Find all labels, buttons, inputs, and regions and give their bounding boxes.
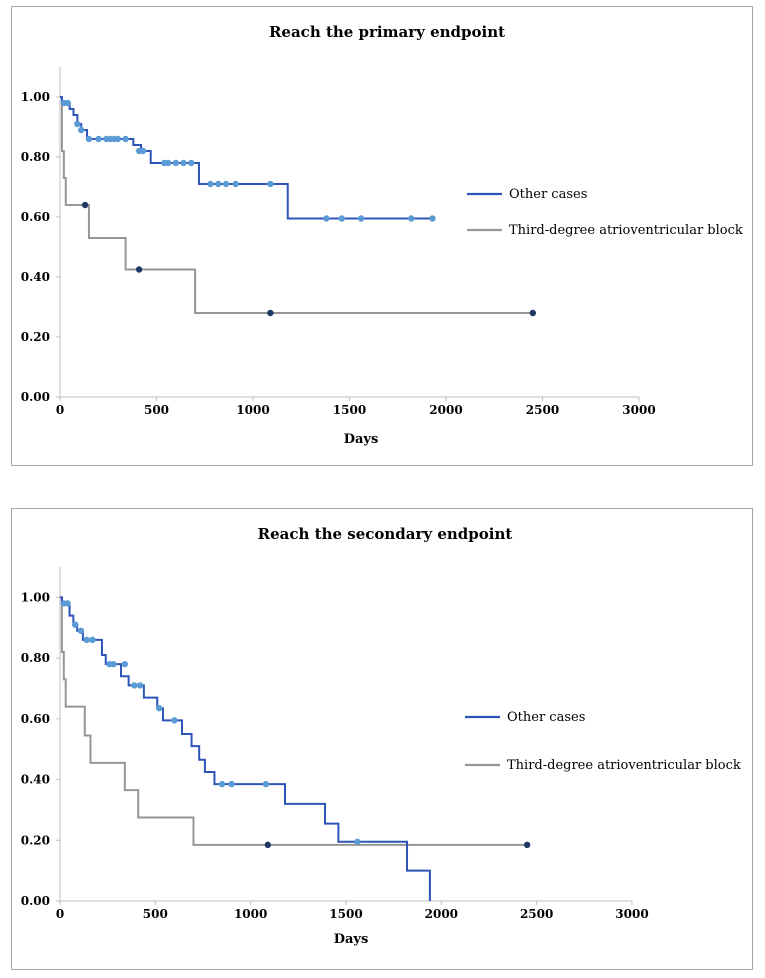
censor-marker: [218, 780, 226, 788]
x-tick-label: 3000: [615, 907, 648, 921]
x-tick-label: 500: [143, 907, 168, 921]
censor-marker: [64, 99, 71, 107]
x-tick-label: 1000: [236, 403, 269, 417]
y-tick-label: 0.40: [21, 270, 50, 284]
legend-label-other-cases: Other cases: [507, 710, 585, 725]
censor-marker: [72, 621, 79, 628]
censor-marker: [110, 660, 117, 668]
chart-title: Reach the primary endpoint: [269, 23, 505, 41]
x-axis-label: Days: [334, 932, 369, 947]
censor-marker: [135, 266, 143, 273]
x-tick-label: 2000: [425, 907, 458, 921]
censor-marker: [408, 215, 415, 222]
y-tick-label: 0.60: [21, 210, 50, 224]
censor-marker: [180, 159, 187, 167]
censor-marker: [264, 841, 272, 849]
censor-marker: [77, 627, 85, 634]
x-tick-label: 500: [144, 403, 169, 417]
y-tick-label: 1.00: [21, 90, 50, 104]
legend: Other cases Third-degree atrioventricula…: [467, 187, 743, 238]
y-tick-label: 0.20: [21, 833, 50, 847]
censor-marker: [529, 309, 537, 317]
primary-endpoint-chart: 0.00 0.20 0.40 0.60 0.80 1.00 0 500 1000 1500 2000…: [21, 23, 743, 447]
plot-area: 0.00 0.20 0.40 0.60 0.80 1.00 0 500 1000 1500 2000…: [21, 67, 656, 417]
censor-marker: [95, 135, 102, 143]
censor-marker: [267, 180, 274, 188]
censor-marker: [262, 780, 270, 788]
legend: Other cases Third-degree atrioventricula…: [465, 710, 741, 773]
legend-label-third-degree-av-block: Third-degree atrioventricular block: [509, 223, 743, 238]
x-tick-label: 1500: [329, 907, 362, 921]
secondary-endpoint-chart-panel: 0.00 0.20 0.40 0.60 0.80 1.00 0 500 1000 1500 2000…: [11, 508, 753, 970]
x-tick-label: 1000: [234, 907, 267, 921]
censor-marker: [74, 120, 81, 128]
censor-marker: [172, 159, 179, 167]
y-tick-label: 0.00: [21, 894, 50, 908]
censor-marker: [139, 147, 147, 155]
y-tick-label: 0.20: [21, 330, 50, 344]
censor-marker: [523, 841, 531, 849]
censor-marker: [228, 780, 235, 788]
y-tick-label: 0.80: [21, 150, 50, 164]
plot-area: 0.00 0.20 0.40 0.60 0.80 1.00 0 500 1000 1500 2000…: [21, 567, 649, 921]
censor-marker: [354, 838, 361, 845]
x-tick-label: 2500: [526, 403, 559, 417]
censor-marker: [83, 636, 90, 644]
y-tick-label: 0.00: [21, 390, 50, 404]
censor-marker: [155, 704, 163, 712]
x-tick-label: 0: [56, 403, 64, 417]
censor-marker: [357, 215, 365, 222]
x-tick-label: 2500: [520, 907, 553, 921]
y-tick-label: 0.80: [21, 651, 50, 665]
y-tick-label: 0.40: [21, 773, 50, 787]
x-axis-label: Days: [344, 432, 379, 447]
x-tick-label: 0: [56, 907, 64, 921]
censor-marker: [232, 180, 239, 188]
legend-label-other-cases: Other cases: [509, 187, 587, 202]
censor-marker: [131, 682, 138, 689]
chart-title: Reach the secondary endpoint: [258, 525, 513, 543]
censor-marker: [121, 660, 129, 668]
censor-marker: [338, 215, 345, 222]
censor-marker: [207, 180, 214, 188]
series-line-other-cases: [60, 96, 435, 220]
censor-marker: [164, 159, 172, 167]
legend-label-third-degree-av-block: Third-degree atrioventricular block: [507, 758, 741, 773]
series-line-other-cases: [60, 596, 431, 901]
y-tick-label: 1.00: [21, 590, 50, 604]
series-line-third-degree-av-block: [60, 596, 530, 846]
censor-marker: [78, 126, 85, 134]
y-tick-label: 0.60: [21, 712, 50, 726]
censor-marker: [323, 215, 330, 222]
censor-marker: [114, 135, 122, 143]
censor-marker: [85, 135, 93, 143]
censor-marker: [215, 180, 222, 188]
censor-marker: [222, 180, 230, 188]
censor-marker: [171, 717, 178, 724]
x-tick-label: 1500: [333, 403, 366, 417]
series-line-third-degree-av-block: [60, 96, 535, 314]
x-tick-label: 2000: [429, 403, 462, 417]
censor-marker: [188, 159, 195, 167]
primary-endpoint-chart-panel: 0.00 0.20 0.40 0.60 0.80 1.00 0 500 1000 1500 2000…: [11, 6, 753, 466]
x-tick-label: 3000: [622, 403, 655, 417]
censor-marker: [89, 636, 96, 644]
censor-marker: [81, 201, 89, 209]
censor-marker: [122, 135, 129, 143]
censor-marker: [64, 600, 71, 607]
secondary-endpoint-chart: 0.00 0.20 0.40 0.60 0.80 1.00 0 500 1000 1500 2000…: [21, 525, 741, 947]
censor-marker: [136, 682, 144, 689]
censor-marker: [429, 215, 436, 222]
censor-marker: [267, 309, 274, 317]
